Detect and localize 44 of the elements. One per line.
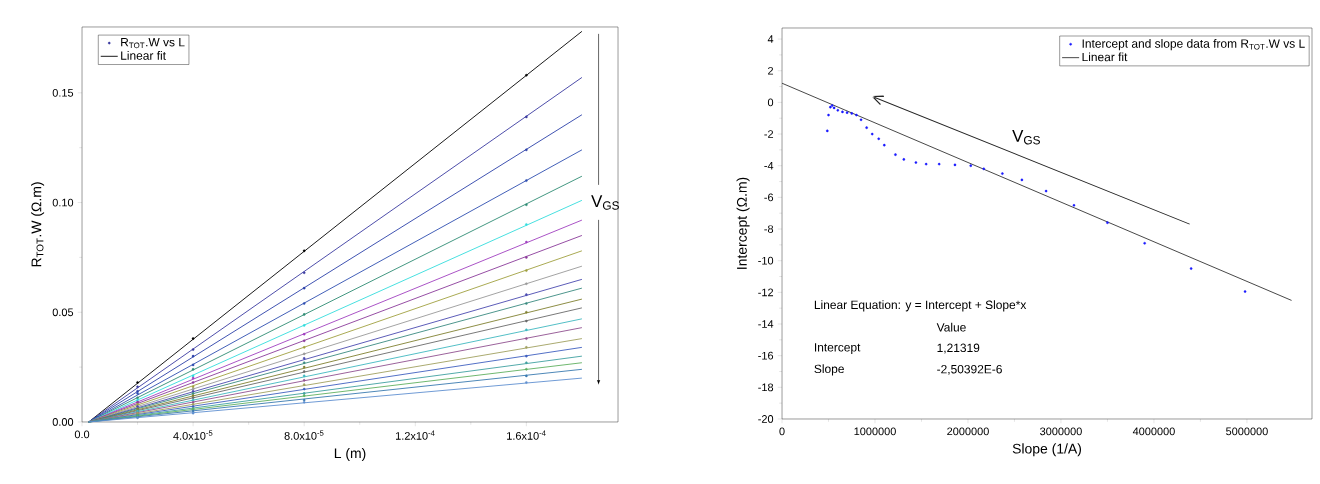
y-tick-label: -16: [758, 351, 774, 360]
annotation: Value: [936, 322, 966, 332]
x-tick-label: 5000000: [1226, 427, 1268, 436]
x-tick-label: 4000000: [1132, 427, 1175, 436]
y-tick-label: 2: [768, 66, 774, 75]
x-tick-label: 2000000: [947, 427, 989, 436]
x-axis-title: L (m): [334, 447, 366, 461]
legend-label: Intercept and slope data from R$_{TOT}$.W vs L: [1082, 39, 1305, 51]
y-tick-label: -20: [758, 415, 774, 423]
annotation: V$_{GS}$: [591, 195, 619, 210]
y-tick-label: -10: [758, 256, 774, 265]
y-tick-label: 4: [767, 35, 774, 43]
y-tick-label: -2: [764, 130, 774, 138]
y-tick-label: -8: [764, 225, 774, 233]
annotation: Linear Equation: y = Intercept + Slope*x: [814, 300, 1027, 312]
x-tick-label: 3000000: [1040, 427, 1082, 436]
annotation: 1,21319: [937, 343, 980, 354]
annotation: Intercept: [815, 343, 861, 354]
annotation: Slope: [814, 364, 844, 376]
x-tick-label: 4.0x10$^{-5}$: [173, 430, 213, 440]
x-tick-label: 1000000: [854, 427, 896, 436]
y-tick-label: 0.00: [52, 418, 74, 426]
y-axis-title: Intercept (Ω.m): [736, 177, 750, 269]
y-tick-label: 0.15: [52, 88, 74, 97]
y-tick-label: -4: [764, 161, 774, 170]
y-axis-title: R$_{TOT}$.W (Ω.m): [31, 182, 45, 267]
y-tick-label: 0.10: [52, 198, 74, 207]
y-tick-label: -14: [758, 320, 774, 328]
legend-label: Linear fit: [121, 51, 166, 60]
x-tick-label: 0.0: [74, 430, 90, 439]
y-tick-label: 0: [767, 98, 774, 107]
annotation: V$_{GS}$: [1012, 130, 1040, 145]
y-tick-label: 0.05: [52, 308, 74, 317]
y-tick-label: -12: [758, 288, 774, 297]
x-tick-label: 1.2x10$^{-4}$: [396, 430, 435, 440]
y-tick-label: -18: [758, 383, 774, 392]
y-tick-label: -6: [764, 193, 774, 202]
legend-label: R$_{TOT}$.W vs L: [121, 38, 185, 49]
x-tick-label: 1.6x10$^{-4}$: [507, 430, 546, 440]
legend-label: Linear fit: [1082, 52, 1128, 62]
x-tick-label: 8.0x10$^{-5}$: [284, 430, 324, 440]
x-tick-label: 0: [779, 427, 785, 436]
annotation: -2,50392E-6: [937, 364, 1002, 375]
x-axis-title: Slope (1/A): [1012, 443, 1082, 457]
